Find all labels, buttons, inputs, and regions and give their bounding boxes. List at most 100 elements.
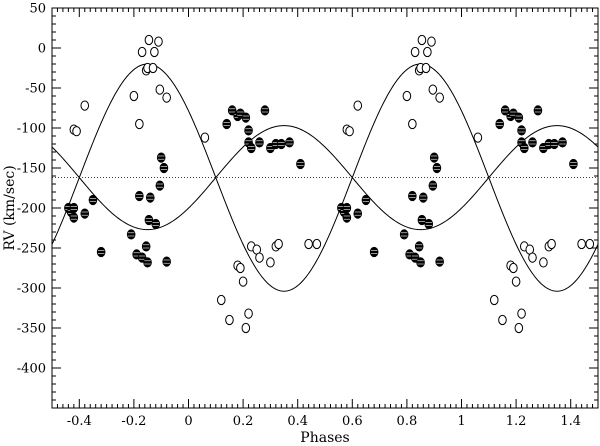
- filled-data-point: [416, 257, 425, 268]
- open-data-point: [200, 132, 210, 143]
- filled-data-point: [69, 212, 79, 223]
- filled-data-point: [162, 256, 171, 267]
- y-tick-label: 0: [38, 42, 46, 57]
- open-data-point: [304, 238, 313, 250]
- x-tick-label: 1.4: [560, 414, 581, 429]
- filled-data-point: [408, 190, 417, 202]
- y-tick-label: -300: [17, 282, 46, 297]
- open-data-point: [423, 46, 432, 58]
- filled-data-point: [432, 162, 442, 174]
- open-data-point: [129, 90, 139, 102]
- orbit-curves: [51, 63, 599, 292]
- x-tick-label: 0.6: [342, 414, 363, 429]
- filled-data-point: [244, 125, 253, 136]
- x-axis-label: Phases: [300, 430, 349, 446]
- filled-data-point: [533, 105, 543, 116]
- open-data-point: [345, 126, 354, 137]
- open-data-point: [155, 84, 165, 95]
- filled-data-point: [155, 180, 165, 191]
- open-data-point: [402, 90, 412, 102]
- y-tick-label: -250: [17, 242, 46, 257]
- open-data-point: [162, 92, 171, 103]
- open-data-point: [244, 308, 253, 319]
- filled-data-point: [528, 137, 537, 148]
- y-tick-label: -400: [17, 362, 46, 377]
- filled-data-point: [342, 212, 352, 223]
- open-data-point: [489, 294, 499, 306]
- filled-data-point: [135, 190, 144, 202]
- x-tick-label: 1.2: [506, 414, 527, 429]
- open-data-point: [135, 118, 144, 130]
- filled-data-point: [227, 105, 237, 116]
- filled-data-point: [126, 229, 136, 240]
- filled-data-point: [417, 214, 427, 226]
- filled-data-point: [519, 142, 529, 154]
- filled-data-point: [353, 208, 363, 219]
- filled-data-point: [143, 257, 152, 268]
- filled-data-point: [424, 218, 434, 230]
- open-data-point: [150, 46, 159, 58]
- filled-data-point: [558, 137, 567, 148]
- open-data-point: [312, 238, 322, 250]
- filled-data-point: [156, 152, 166, 163]
- open-data-point: [241, 322, 251, 334]
- tick-labels: -0.4 -0.2 0 0.2 0.4 0.6 0.8 1 1.2 1.4 50 0 -50 -100 -1…: [17, 2, 581, 430]
- x-tick-label: -0.4: [67, 414, 92, 429]
- y-tick-label: 50: [29, 2, 46, 17]
- x-tick-label: 0.8: [397, 414, 418, 429]
- filled-data-point: [428, 180, 438, 191]
- x-tick-label: -0.2: [121, 414, 146, 429]
- open-data-point: [154, 36, 163, 47]
- open-data-point: [421, 62, 431, 74]
- open-data-point: [137, 46, 147, 58]
- filled-data-point: [222, 118, 232, 130]
- x-tick-label: 0: [184, 414, 192, 429]
- filled-data-point: [569, 158, 578, 170]
- filled-data-point: [550, 138, 559, 150]
- open-data-point: [498, 314, 507, 326]
- open-data-point: [428, 84, 438, 95]
- filled-data-point: [141, 241, 151, 252]
- open-data-point: [238, 276, 248, 287]
- filled-data-point: [241, 112, 251, 123]
- filled-data-point: [96, 246, 106, 258]
- filled-data-point: [342, 202, 352, 214]
- filled-data-point: [151, 218, 161, 230]
- filled-data-point: [369, 246, 379, 258]
- filled-data-point: [418, 192, 428, 203]
- filled-data-point: [285, 137, 294, 148]
- plot-frame: [51, 7, 599, 409]
- open-data-point: [435, 92, 444, 103]
- y-tick-label: -50: [25, 82, 46, 97]
- filled-data-point: [435, 256, 444, 267]
- filled-data-point: [69, 202, 79, 214]
- y-tick-label: -100: [17, 122, 46, 137]
- filled-data-point: [80, 208, 90, 219]
- orbit-curve: [51, 63, 599, 292]
- open-data-point: [236, 262, 245, 274]
- open-data-point: [408, 118, 417, 130]
- open-data-point: [266, 257, 275, 268]
- open-data-point: [274, 238, 283, 250]
- open-data-point: [410, 46, 420, 58]
- open-data-point: [539, 257, 548, 268]
- open-data-point: [255, 252, 264, 263]
- filled-data-point: [88, 194, 98, 206]
- filled-data-point: [429, 152, 439, 163]
- open-data-point: [216, 294, 226, 306]
- filled-data-point: [495, 118, 505, 130]
- open-data-point: [427, 36, 436, 47]
- open-data-point: [585, 238, 595, 250]
- open-data-point: [509, 262, 518, 274]
- open-data-point: [353, 100, 363, 111]
- filled-data-point: [277, 138, 286, 150]
- axis-ticks: [51, 7, 599, 409]
- y-tick-label: -350: [17, 322, 46, 337]
- filled-data-point: [296, 158, 305, 170]
- open-data-point: [514, 322, 524, 334]
- filled-data-point: [246, 142, 256, 154]
- x-tick-label: 1: [457, 414, 465, 429]
- open-data-point: [72, 126, 81, 137]
- x-tick-label: 0.4: [287, 414, 308, 429]
- filled-data-point: [255, 137, 264, 148]
